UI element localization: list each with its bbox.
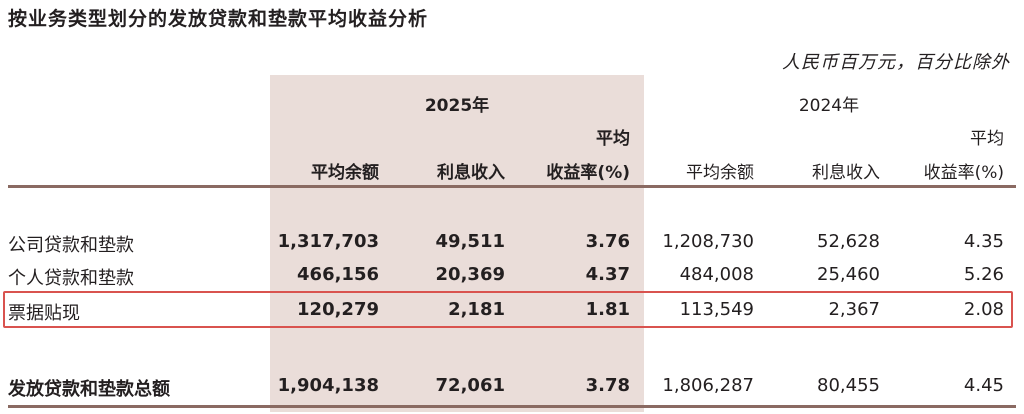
cell-previous-avg-balance: 113,549 (679, 299, 754, 320)
cell-current-interest-income: 49,511 (435, 231, 505, 252)
cell-previous-interest-income: 25,460 (817, 264, 880, 285)
page-title: 按业务类型划分的发放贷款和垫款平均收益分析 (8, 8, 429, 30)
cell-current-yield: 1.81 (585, 299, 630, 320)
cell-previous-interest-income: 52,628 (817, 231, 880, 252)
cell-previous-avg-balance: 1,806,287 (662, 375, 754, 396)
cell-previous-interest-income: 2,367 (828, 299, 880, 320)
row-label: 个人贷款和垫款 (8, 268, 134, 289)
cell-current-interest-income: 72,061 (435, 375, 505, 396)
cell-current-yield: 3.78 (585, 375, 630, 396)
cell-current-yield: 4.37 (585, 264, 630, 285)
cell-current-avg-balance: 1,904,138 (277, 375, 379, 396)
highlight-box (3, 291, 1013, 328)
table-top-rule (8, 185, 1016, 188)
cell-current-interest-income: 20,369 (435, 264, 505, 285)
cell-current-yield: 3.76 (585, 231, 630, 252)
cell-previous-yield: 4.45 (963, 375, 1004, 396)
cell-current-avg-balance: 466,156 (297, 264, 379, 285)
header-previous-yield-line2: 收益率(%) (923, 163, 1004, 183)
year-header-2025: 2025年 (424, 96, 490, 116)
cell-current-avg-balance: 1,317,703 (277, 231, 379, 252)
row-label: 发放贷款和垫款总额 (8, 379, 170, 400)
cell-previous-avg-balance: 1,208,730 (662, 231, 754, 252)
header-current-yield-line2: 收益率(%) (546, 163, 630, 183)
year-header-2024: 2024年 (798, 96, 860, 116)
header-previous-avg-balance: 平均余额 (686, 163, 754, 183)
cell-previous-yield: 5.26 (963, 264, 1004, 285)
header-previous-yield-line1: 平均 (970, 129, 1004, 149)
cell-current-interest-income: 2,181 (448, 299, 505, 320)
cell-previous-interest-income: 80,455 (817, 375, 880, 396)
cell-current-avg-balance: 120,279 (297, 299, 379, 320)
unit-note: 人民币百万元，百分比除外 (782, 52, 1010, 73)
cell-previous-yield: 2.08 (963, 299, 1004, 320)
cell-previous-yield: 4.35 (963, 231, 1004, 252)
header-previous-interest-income: 利息收入 (812, 163, 880, 183)
table-bottom-rule (8, 405, 1016, 408)
header-current-interest-income: 利息收入 (437, 163, 505, 183)
cell-previous-avg-balance: 484,008 (679, 264, 754, 285)
header-current-avg-balance: 平均余额 (311, 163, 379, 183)
current-year-shading (270, 75, 644, 412)
row-label: 票据贴现 (8, 303, 80, 324)
header-current-yield-line1: 平均 (596, 129, 630, 149)
row-label: 公司贷款和垫款 (8, 235, 134, 256)
